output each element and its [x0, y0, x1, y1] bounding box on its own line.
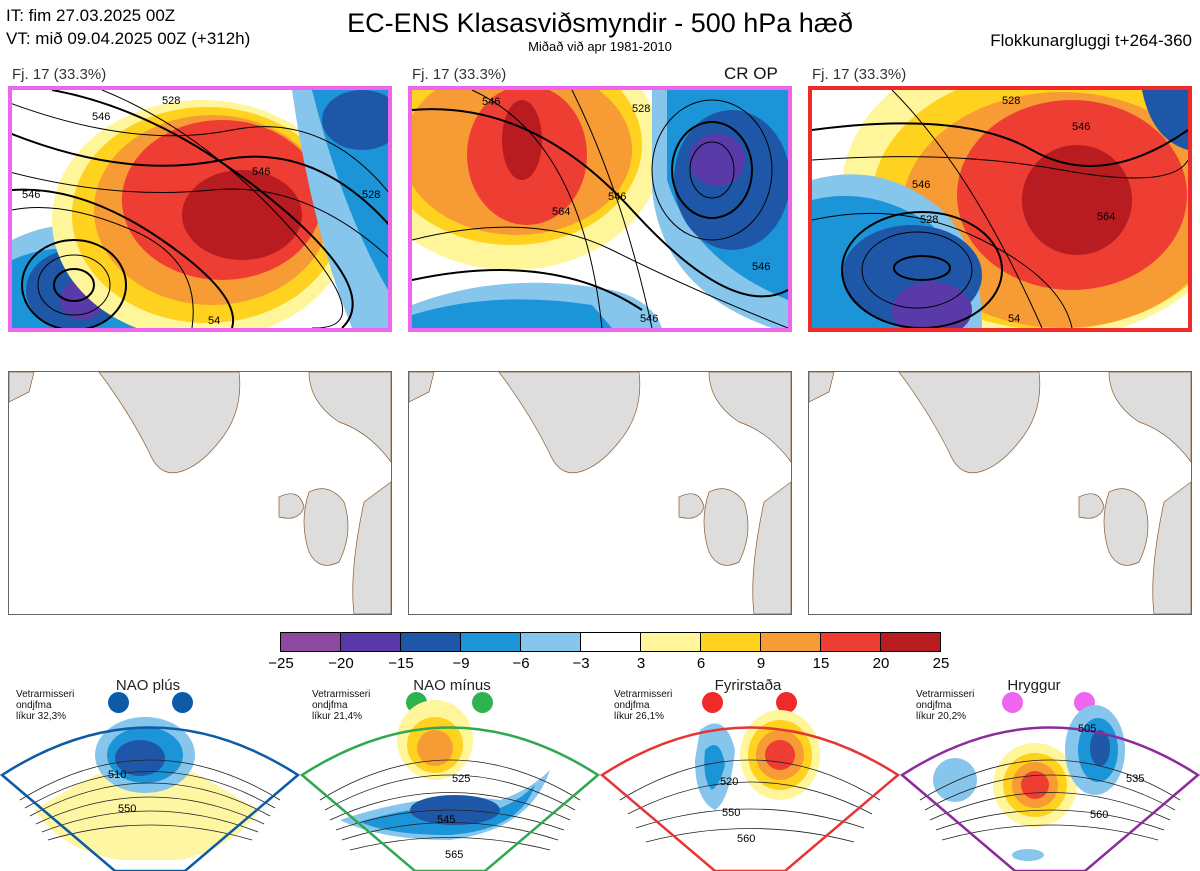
contour-label: 54 — [208, 315, 220, 327]
colorbar-swatch — [521, 633, 581, 651]
page-subtitle: Miðað við apr 1981-2010 — [528, 39, 672, 54]
colorbar-swatch — [461, 633, 521, 651]
contour-label: 546 — [1072, 121, 1090, 133]
regime-dot — [776, 692, 797, 713]
regime-map-ridge[interactable]: 505 535 560 — [900, 690, 1200, 871]
contour-label: 510 — [108, 769, 126, 781]
contour-label: 546 — [22, 189, 40, 201]
panel-2-label: Fj. 17 (33.3%) — [412, 66, 507, 83]
valid-time: VT: mið 09.04.2025 00Z (+312h) — [6, 29, 251, 48]
empty-map-3[interactable] — [808, 371, 1192, 615]
contour-label: 528 — [632, 103, 650, 115]
regime-title-nao-plus: NAO plús — [115, 677, 181, 694]
colorbar — [280, 632, 941, 652]
empty-map-2[interactable] — [408, 371, 792, 615]
contour-label: 560 — [1090, 809, 1108, 821]
regime-map-nao-minus[interactable]: 525 545 565 — [300, 690, 600, 871]
colorbar-swatch — [281, 633, 341, 651]
colorbar-tick: 6 — [696, 655, 706, 672]
page-title: EC-ENS Klasasviðsmyndir - 500 hPa hæð — [347, 8, 853, 38]
regime-dot — [1002, 692, 1023, 713]
contour-label: 505 — [1078, 723, 1096, 735]
colorbar-tick: 25 — [932, 655, 950, 672]
regime-title-ridge: Hryggur — [1007, 677, 1061, 694]
regime-dot — [472, 692, 493, 713]
colorbar-swatch — [401, 633, 461, 651]
run-info: IT: fim 27.03.2025 00Z VT: mið 09.04.202… — [6, 4, 250, 50]
contour-label: 546 — [482, 96, 500, 108]
contour-label: 546 — [608, 191, 626, 203]
contour-label: 545 — [437, 814, 455, 826]
anomaly-dark-red — [182, 170, 302, 260]
colorbar-tick: −25 — [268, 655, 294, 672]
contour-label: 546 — [92, 111, 110, 123]
regime-dot — [108, 692, 129, 713]
colorbar-swatch — [821, 633, 881, 651]
regime-dot — [702, 692, 723, 713]
contour-label: 528 — [162, 95, 180, 107]
contour-label: 565 — [445, 849, 463, 861]
panel-3-label: Fj. 17 (33.3%) — [812, 66, 907, 83]
cluster-map-3[interactable]: 528 546 546 528 564 54 — [808, 86, 1192, 332]
panel-2-badge: CR OP — [724, 64, 778, 83]
colorbar-swatch — [761, 633, 821, 651]
colorbar-tick: −15 — [388, 655, 414, 672]
regime-map-nao-plus[interactable]: 510 550 — [0, 690, 300, 871]
contour-label: 520 — [720, 776, 738, 788]
colorbar-swatch — [581, 633, 641, 651]
contour-label: 54 — [1008, 313, 1020, 325]
contour-label: 528 — [362, 189, 380, 201]
empty-map-1[interactable] — [8, 371, 392, 615]
contour-label: 550 — [118, 803, 136, 815]
contour-label: 546 — [912, 179, 930, 191]
colorbar-tick: 15 — [812, 655, 830, 672]
colorbar-swatch — [701, 633, 761, 651]
colorbar-tick: −3 — [572, 655, 590, 672]
regime-map-blocking[interactable]: 520 550 560 — [600, 690, 900, 871]
cluster-map-2[interactable]: 528 546 546 546 564 546 — [408, 86, 792, 332]
init-time: IT: fim 27.03.2025 00Z — [6, 6, 176, 25]
colorbar-tick: 9 — [756, 655, 766, 672]
regime-dot — [172, 692, 193, 713]
colorbar-tick: −9 — [452, 655, 470, 672]
regime-title-blocking: Fyrirstaða — [714, 677, 782, 694]
contour-label: 564 — [1097, 211, 1115, 223]
contour-label: 535 — [1126, 773, 1144, 785]
contour-label: 528 — [1002, 95, 1020, 107]
regime-stats-blocking: Vetrarmisseri ondjfma líkur 26,1% — [614, 689, 673, 722]
cluster-window: Flokkunargluggi t+264-360 — [990, 31, 1192, 50]
colorbar-tick: 20 — [872, 655, 890, 672]
colorbar-swatch — [641, 633, 701, 651]
regime-stats-nao-minus: Vetrarmisseri ondjfma líkur 21,4% — [312, 689, 371, 722]
regime-stats-ridge: Vetrarmisseri ondjfma líkur 20,2% — [916, 689, 975, 722]
cluster-map-1[interactable]: 528 546 546 528 546 54 — [8, 86, 392, 332]
regime-stats-nao-plus: Vetrarmisseri ondjfma líkur 32,3% — [16, 689, 75, 722]
contour-label: 546 — [752, 261, 770, 273]
contour-label: 550 — [722, 807, 740, 819]
colorbar-tick: 3 — [636, 655, 646, 672]
contour-label: 546 — [640, 313, 658, 325]
colorbar-tick: −20 — [328, 655, 354, 672]
contour-label: 564 — [552, 206, 570, 218]
panel-1-label: Fj. 17 (33.3%) — [12, 66, 107, 83]
regime-title-nao-minus: NAO mínus — [413, 677, 491, 694]
colorbar-tick: −6 — [512, 655, 530, 672]
contour-label: 560 — [737, 833, 755, 845]
contour-label: 546 — [252, 166, 270, 178]
colorbar-swatch — [881, 633, 940, 651]
contour-label: 525 — [452, 773, 470, 785]
contour-label: 528 — [920, 214, 938, 226]
colorbar-swatch — [341, 633, 401, 651]
